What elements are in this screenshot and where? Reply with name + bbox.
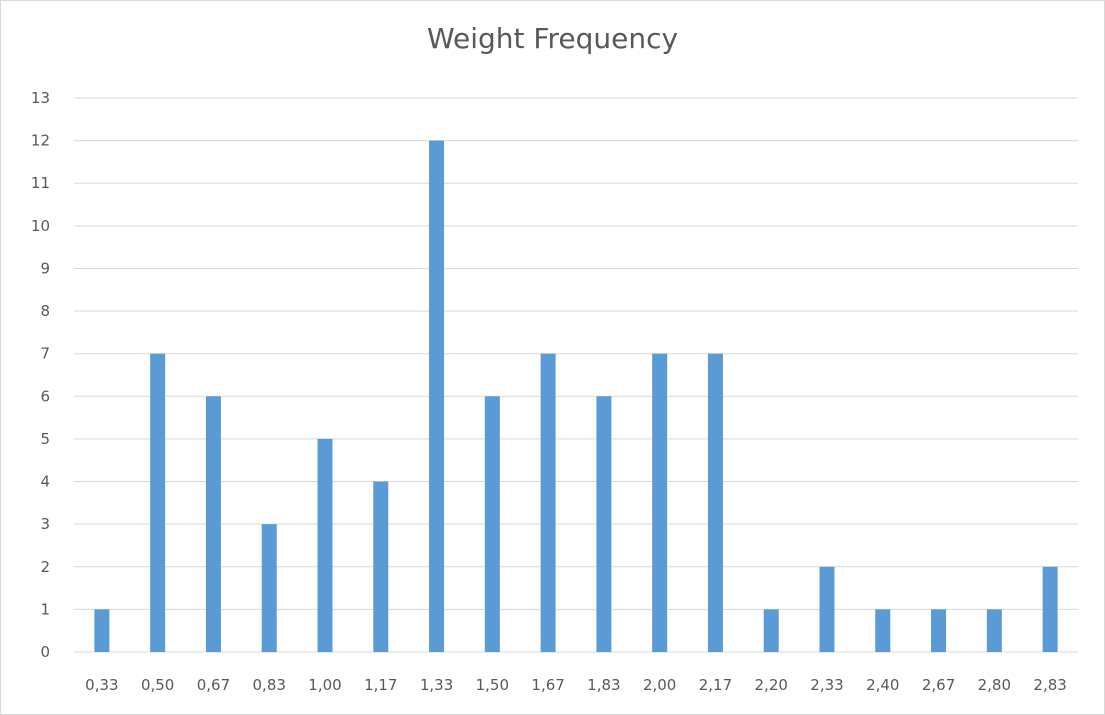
x-tick-label: 2,33 [810,676,843,694]
bar-11 [652,353,668,652]
y-tick-label: 4 [40,473,50,491]
bar-4 [261,524,277,652]
x-tick-label: 0,67 [197,676,230,694]
y-tick-label: 5 [40,430,50,448]
x-tick-label: 0,83 [253,676,286,694]
y-tick-label: 6 [40,387,50,405]
bar-13 [763,609,779,652]
y-tick-label: 0 [40,643,50,661]
x-tick-label: 2,17 [699,676,732,694]
x-tick-label: 1,33 [420,676,453,694]
x-tick-label: 2,80 [978,676,1011,694]
bar-2 [150,353,166,652]
y-tick-label: 11 [31,174,50,192]
y-tick-label: 12 [31,132,50,150]
x-axis-ticks: 0,33 0,50 0,67 0,83 1,00 1,17 1,33 1,50 1,67 1,83… [85,676,1067,694]
gridlines [74,97,1078,653]
y-tick-label: 10 [31,217,50,235]
x-tick-label: 1,17 [364,676,397,694]
y-tick-label: 9 [40,259,50,277]
x-tick-label: 1,00 [308,676,341,694]
y-tick-label: 7 [40,345,50,363]
x-tick-label: 2,00 [643,676,676,694]
bar-14 [819,566,835,652]
y-tick-label: 1 [40,600,50,618]
bar-10 [596,396,612,652]
y-tick-label: 8 [40,302,50,320]
x-tick-label: 2,20 [755,676,788,694]
x-tick-label: 1,67 [531,676,564,694]
bar-12 [707,353,723,652]
bar-8 [484,396,500,652]
chart-title: Weight Frequency [426,22,679,55]
bar-5 [317,438,333,652]
y-tick-label: 13 [31,89,50,107]
bar-1 [94,609,110,652]
bar-18 [1042,566,1058,652]
bar-16 [931,609,947,652]
x-tick-label: 1,83 [587,676,620,694]
bar-3 [205,396,221,652]
y-tick-label: 2 [40,558,50,576]
bar-15 [875,609,891,652]
x-tick-label: 0,33 [85,676,118,694]
bar-7 [429,140,445,652]
x-tick-label: 2,67 [922,676,955,694]
bars [94,140,1058,652]
x-tick-label: 0,50 [141,676,174,694]
x-tick-label: 1,50 [476,676,509,694]
y-tick-label: 3 [40,515,50,533]
bar-17 [986,609,1002,652]
x-tick-label: 2,40 [866,676,899,694]
bar-6 [373,481,389,652]
x-tick-label: 2,83 [1033,676,1066,694]
bar-9 [540,353,556,652]
